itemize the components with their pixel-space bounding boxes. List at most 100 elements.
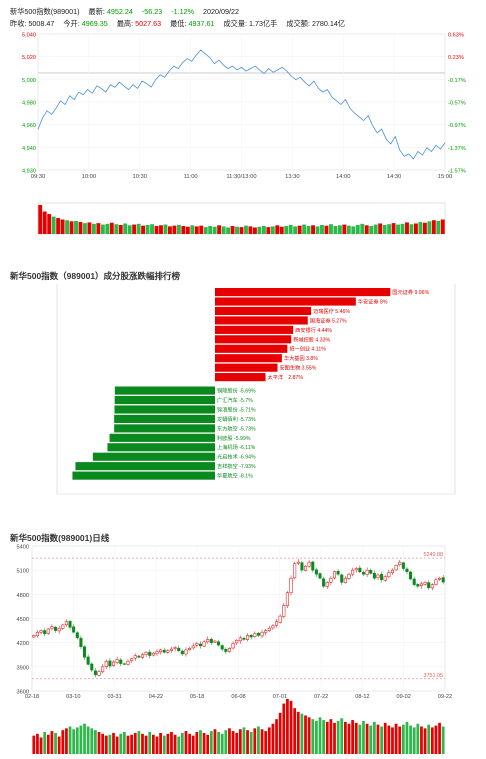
- y-right-tick-label: -0.17%: [448, 78, 466, 84]
- daily-volume-bar: [376, 724, 380, 754]
- volume-bar: [51, 216, 56, 234]
- y-right-tick-label: 0.63%: [448, 33, 464, 39]
- ranking-label: 招一创业 4.11%: [289, 345, 326, 353]
- volume-bar: [418, 222, 423, 234]
- daily-volume-bar: [101, 733, 105, 754]
- candle-body: [39, 630, 43, 633]
- daily-volume-bar: [365, 723, 369, 754]
- volume-bar: [248, 226, 253, 234]
- daily-volume-bar: [220, 733, 224, 754]
- volume-bar: [302, 224, 307, 234]
- daily-x-tick-label: 06-08: [231, 694, 245, 700]
- volume-bar: [346, 225, 351, 234]
- daily-volume-bar: [271, 723, 275, 754]
- daily-volume-bar: [412, 727, 416, 754]
- volume-bar: [87, 222, 92, 234]
- volume-bar: [208, 226, 213, 234]
- candle-body: [64, 621, 68, 626]
- volume-bar: [96, 223, 101, 234]
- ranking-label: 华安证券 8%: [358, 297, 388, 305]
- daily-volume-bar: [206, 734, 210, 754]
- candle-body: [151, 652, 155, 656]
- volume-bar: [320, 224, 324, 234]
- daily-x-tick-label: 03-10: [66, 694, 80, 700]
- candle-body: [256, 632, 260, 636]
- candle-body: [188, 648, 192, 651]
- daily-volume-bar: [282, 703, 286, 754]
- daily-volume-bar: [289, 700, 293, 754]
- volume-bar: [373, 224, 378, 234]
- candle-body: [72, 626, 76, 633]
- candle-body: [184, 649, 188, 655]
- candle-body: [97, 671, 101, 676]
- candle-body: [159, 649, 163, 653]
- candle-body: [115, 659, 119, 663]
- latest-label: 最新: 4952.24: [88, 7, 133, 16]
- daily-volume-bar: [83, 723, 86, 754]
- candle-body: [271, 625, 275, 629]
- daily-volume-bar: [217, 732, 220, 754]
- candle-body: [293, 563, 297, 579]
- candle-body: [61, 624, 65, 629]
- candle-body: [260, 631, 264, 637]
- candle-body: [314, 569, 318, 575]
- daily-volume-bar: [340, 718, 344, 754]
- candle-body: [79, 637, 83, 647]
- volume-bar: [431, 220, 436, 234]
- y-left-tick-label: 4,980: [22, 101, 36, 107]
- daily-volume-bar: [369, 725, 373, 754]
- daily-volume-bar: [278, 712, 282, 754]
- daily-volume-bar: [300, 713, 304, 754]
- daily-volume-bar: [119, 733, 123, 754]
- candle-body: [419, 583, 423, 586]
- daily-x-tick-label: 08-12: [355, 694, 369, 700]
- candle-body: [354, 568, 358, 571]
- candle-body: [383, 576, 387, 581]
- ranking-label: 利欧股 -5.99%: [217, 434, 251, 442]
- x-tick-label: 13:30: [285, 174, 300, 180]
- candle-body: [104, 660, 108, 668]
- daily-y-tick-label: 5400: [17, 545, 29, 551]
- daily-volume-bar: [137, 731, 141, 754]
- daily-volume-bar: [354, 722, 358, 754]
- candle-body: [311, 561, 315, 571]
- candle-body: [267, 627, 271, 631]
- quote-header-row1: 新华500指数(989001) 最新: 4952.24 -56.23 -1.12%…: [10, 7, 246, 16]
- ranking-bar: [75, 462, 215, 471]
- daily-y-tick-label: 5100: [17, 569, 29, 575]
- ranking-label: 铜陵股份 -5.69%: [217, 387, 256, 395]
- daily-volume-bar: [434, 725, 438, 754]
- volume-bar: [176, 224, 181, 234]
- volume-bar: [226, 227, 231, 234]
- volume-bar: [436, 220, 441, 234]
- candle-body: [358, 567, 362, 573]
- low-price: 最低: 4937.61: [170, 19, 215, 28]
- daily-volume-bar: [307, 717, 311, 754]
- x-tick-label: 09:30: [31, 174, 46, 180]
- daily-volume-bar: [133, 732, 137, 754]
- candle-body: [54, 626, 58, 631]
- daily-volume-bar: [155, 736, 159, 754]
- x-tick-label: 14:30: [387, 174, 402, 180]
- min-price-label: 3751.05: [424, 673, 444, 679]
- daily-volume-bar: [401, 724, 405, 754]
- change-pct: -1.12%: [171, 7, 195, 16]
- y-right-tick-label: 0.23%: [448, 55, 464, 61]
- y-left-tick-label: 4,940: [22, 146, 36, 152]
- candle-body: [202, 641, 206, 647]
- x-tick-label: 11:30/13:00: [226, 174, 256, 180]
- daily-volume-bar: [423, 728, 427, 754]
- y-right-tick-label: -1.37%: [448, 146, 466, 152]
- ranking-label: 迈瑞医疗 5.46%: [313, 307, 350, 315]
- candle-body: [343, 577, 347, 583]
- volume-bar: [60, 219, 65, 234]
- volume-bar: [65, 220, 70, 234]
- candle-body: [438, 577, 442, 580]
- volume-bar: [329, 224, 333, 234]
- candle-body: [340, 574, 344, 583]
- candle-body: [198, 643, 202, 647]
- candle-body: [318, 573, 322, 579]
- volume-bar: [311, 225, 315, 234]
- candle-body: [253, 633, 257, 637]
